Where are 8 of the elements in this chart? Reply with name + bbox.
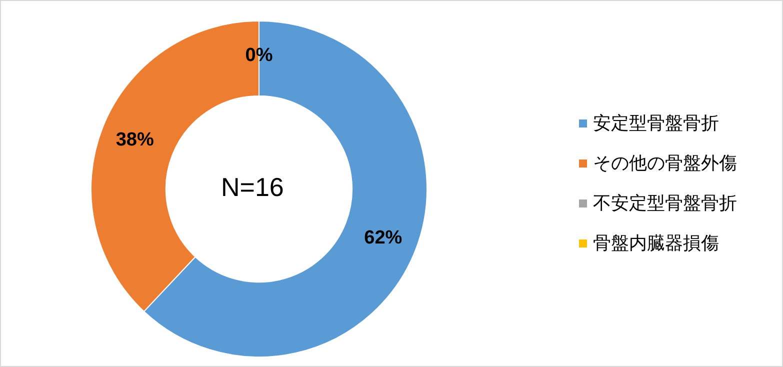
text: 0% — [245, 44, 273, 66]
legend-label: 安定型骨盤骨折 — [593, 113, 719, 134]
legend-label: 不安定型骨盤骨折 — [593, 193, 737, 214]
text: N=16 — [221, 172, 284, 202]
data-label: 62% — [364, 228, 402, 249]
data-label: 38% — [116, 129, 154, 150]
legend-label: 骨盤内臓器損傷 — [593, 233, 719, 254]
legend-label: その他の骨盤外傷 — [593, 153, 737, 174]
